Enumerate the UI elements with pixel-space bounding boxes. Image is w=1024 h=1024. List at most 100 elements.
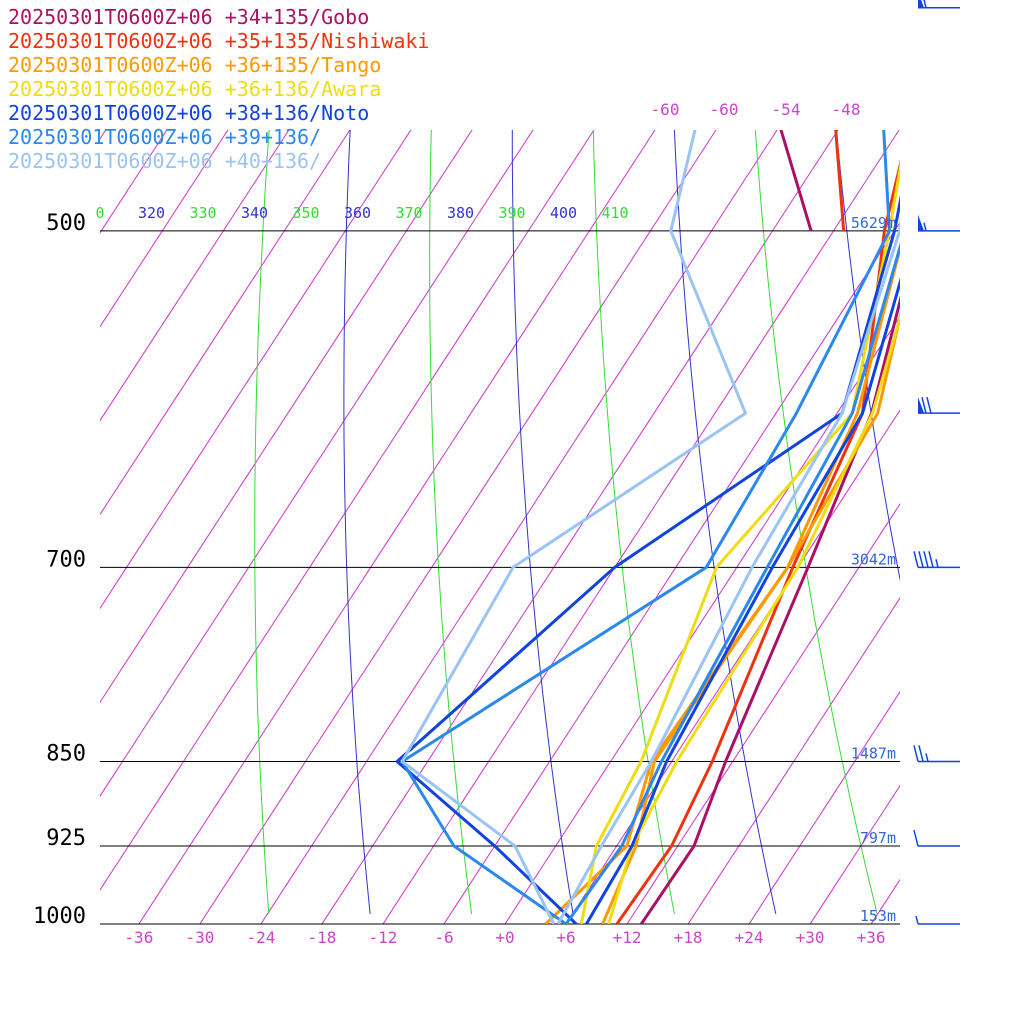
isotherm-line xyxy=(626,503,900,924)
dewpoint-line xyxy=(544,243,900,924)
barb-half-flag xyxy=(915,915,919,925)
dewpoint-line xyxy=(779,130,813,232)
dry-adiabat-line xyxy=(254,130,270,914)
isotherm-line xyxy=(138,130,656,924)
theta-label: 390 xyxy=(498,204,525,222)
isotherm-line xyxy=(260,130,778,924)
temperature-line xyxy=(556,215,900,924)
dry-adiabat-line xyxy=(511,130,574,914)
wind-barb xyxy=(918,396,960,414)
wind-barb xyxy=(913,745,960,763)
axis-labels: 100150200250300500700850925100016139m136… xyxy=(33,100,896,947)
isotherm-line xyxy=(687,597,900,924)
theta-label: 330 xyxy=(189,204,216,222)
top-temperature-label: -60 xyxy=(651,100,680,119)
wind-barb xyxy=(913,551,960,569)
dry-adiabat-line xyxy=(429,130,473,914)
height-label: 5629m xyxy=(851,214,896,232)
legend-entry: 20250301T0600Z+06 +36+135/Tango xyxy=(8,53,381,77)
barb-half-flag xyxy=(935,559,939,568)
barb-flag xyxy=(913,829,919,847)
barb-flag xyxy=(923,551,929,568)
dry-adiabat-line xyxy=(1019,0,1024,914)
isotherm-line xyxy=(443,221,900,924)
dewpoint-line xyxy=(834,130,846,232)
legend-entry: 20250301T0600Z+06 +34+135/Gobo xyxy=(8,5,369,29)
temperature-tick-label: -6 xyxy=(434,928,453,947)
temperature-line xyxy=(607,312,900,924)
theta-label: 350 xyxy=(292,204,319,222)
pressure-tick-label: 1000 xyxy=(33,904,86,929)
dry-adiabat-line xyxy=(886,0,1024,914)
dry-adiabat-line xyxy=(835,130,900,582)
legend-entry: 20250301T0600Z+06 +39+136/ xyxy=(8,125,321,149)
height-label: 3042m xyxy=(851,550,896,568)
wind-barb xyxy=(918,214,960,232)
theta-label: 370 xyxy=(395,204,422,222)
theta-label: 0 xyxy=(95,204,104,222)
barb-flag xyxy=(923,0,927,8)
barb-flag xyxy=(918,551,924,568)
theta-label: 360 xyxy=(344,204,371,222)
temperature-tick-label: -36 xyxy=(124,928,153,947)
isotherm-line xyxy=(993,0,1024,924)
temperature-line xyxy=(585,277,900,924)
theta-label: 340 xyxy=(241,204,268,222)
dry-adiabat-line xyxy=(343,130,371,914)
isotherm-line xyxy=(100,130,229,328)
isotherm-line xyxy=(321,130,839,924)
dry-adiabat-line xyxy=(673,130,777,915)
dewpoint-line xyxy=(400,130,891,924)
barb-flag xyxy=(926,396,932,414)
barb-pennant xyxy=(918,0,924,8)
dewpoint-line xyxy=(395,194,900,924)
dry-adiabat-line xyxy=(954,0,1024,914)
dry-adiabat-line xyxy=(592,130,675,914)
isotherm-line xyxy=(100,130,595,891)
barb-flag xyxy=(913,551,919,568)
barb-flag xyxy=(918,745,924,762)
pressure-tick-label: 925 xyxy=(46,826,86,851)
theta-label: 320 xyxy=(138,204,165,222)
temperature-tick-label: +0 xyxy=(495,928,514,947)
isotherm-line xyxy=(809,784,900,924)
theta-label: 410 xyxy=(601,204,628,222)
temperature-tick-label: -12 xyxy=(369,928,398,947)
height-label: 153m xyxy=(860,907,896,925)
dewpoint-line xyxy=(579,160,900,924)
theta-label: 400 xyxy=(550,204,577,222)
top-temperature-label: -60 xyxy=(710,100,739,119)
top-temperature-label: -54 xyxy=(772,100,801,119)
height-label: 1487m xyxy=(851,744,896,762)
temperature-tick-label: -30 xyxy=(185,928,214,947)
sounding-series xyxy=(395,130,900,924)
barb-flag xyxy=(921,396,927,414)
temperature-line xyxy=(640,295,900,924)
isotherm-line xyxy=(199,130,717,924)
temperature-tick-label: +36 xyxy=(857,928,886,947)
temperature-tick-label: +24 xyxy=(735,928,764,947)
barb-half-flag xyxy=(923,222,927,232)
temperature-tick-label: +6 xyxy=(556,928,575,947)
isotherm-line xyxy=(100,130,351,516)
isotherm-line xyxy=(932,0,1024,924)
pressure-tick-label: 700 xyxy=(46,547,86,572)
height-label: 797m xyxy=(860,829,896,847)
dewpoint-line xyxy=(400,130,747,924)
isotherm-line xyxy=(100,130,473,704)
background-grid xyxy=(100,0,1024,924)
barb-flag xyxy=(913,745,919,762)
isotherm-line xyxy=(100,130,290,422)
temperature-line xyxy=(564,241,900,924)
wind-barb xyxy=(915,915,960,925)
isotherm-line xyxy=(565,409,900,924)
barb-half-flag xyxy=(925,753,929,762)
temperature-line xyxy=(601,310,900,924)
theta-label: 380 xyxy=(447,204,474,222)
legend-entry: 20250301T0600Z+06 +35+135/Nishiwaki xyxy=(8,29,429,53)
wind-barb xyxy=(913,829,960,847)
top-temperature-label: -48 xyxy=(832,100,861,119)
isotherm-line xyxy=(382,130,900,924)
temperature-line xyxy=(615,159,900,924)
isotherm-line xyxy=(100,130,412,610)
